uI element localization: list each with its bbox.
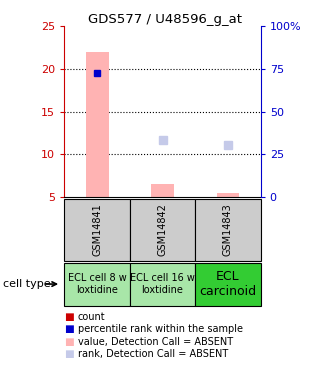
Bar (130, 262, 195, 306)
Text: ECL cell 8 w
loxtidine: ECL cell 8 w loxtidine (68, 273, 126, 295)
Text: cell type: cell type (3, 279, 51, 289)
Bar (64, 199, 130, 261)
Text: value, Detection Call = ABSENT: value, Detection Call = ABSENT (78, 337, 233, 346)
Text: GSM14841: GSM14841 (92, 203, 102, 256)
Bar (195, 199, 261, 261)
Text: ECL cell 16 w
loxtidine: ECL cell 16 w loxtidine (130, 273, 195, 295)
Text: rank, Detection Call = ABSENT: rank, Detection Call = ABSENT (78, 349, 228, 359)
Text: ■: ■ (64, 349, 74, 359)
Text: GDS577 / U48596_g_at: GDS577 / U48596_g_at (88, 13, 242, 26)
Text: ECL
carcinoid: ECL carcinoid (199, 270, 256, 298)
Bar (216, 193, 240, 197)
Text: GSM14843: GSM14843 (223, 203, 233, 256)
Text: ■: ■ (64, 312, 74, 322)
Bar (151, 184, 174, 197)
Text: ■: ■ (64, 324, 74, 334)
Bar (195, 262, 261, 306)
Text: GSM14842: GSM14842 (157, 203, 168, 256)
Bar (85, 52, 109, 197)
Bar (130, 199, 195, 261)
Text: count: count (78, 312, 105, 322)
Bar (64, 262, 130, 306)
Text: ■: ■ (64, 337, 74, 346)
Text: percentile rank within the sample: percentile rank within the sample (78, 324, 243, 334)
